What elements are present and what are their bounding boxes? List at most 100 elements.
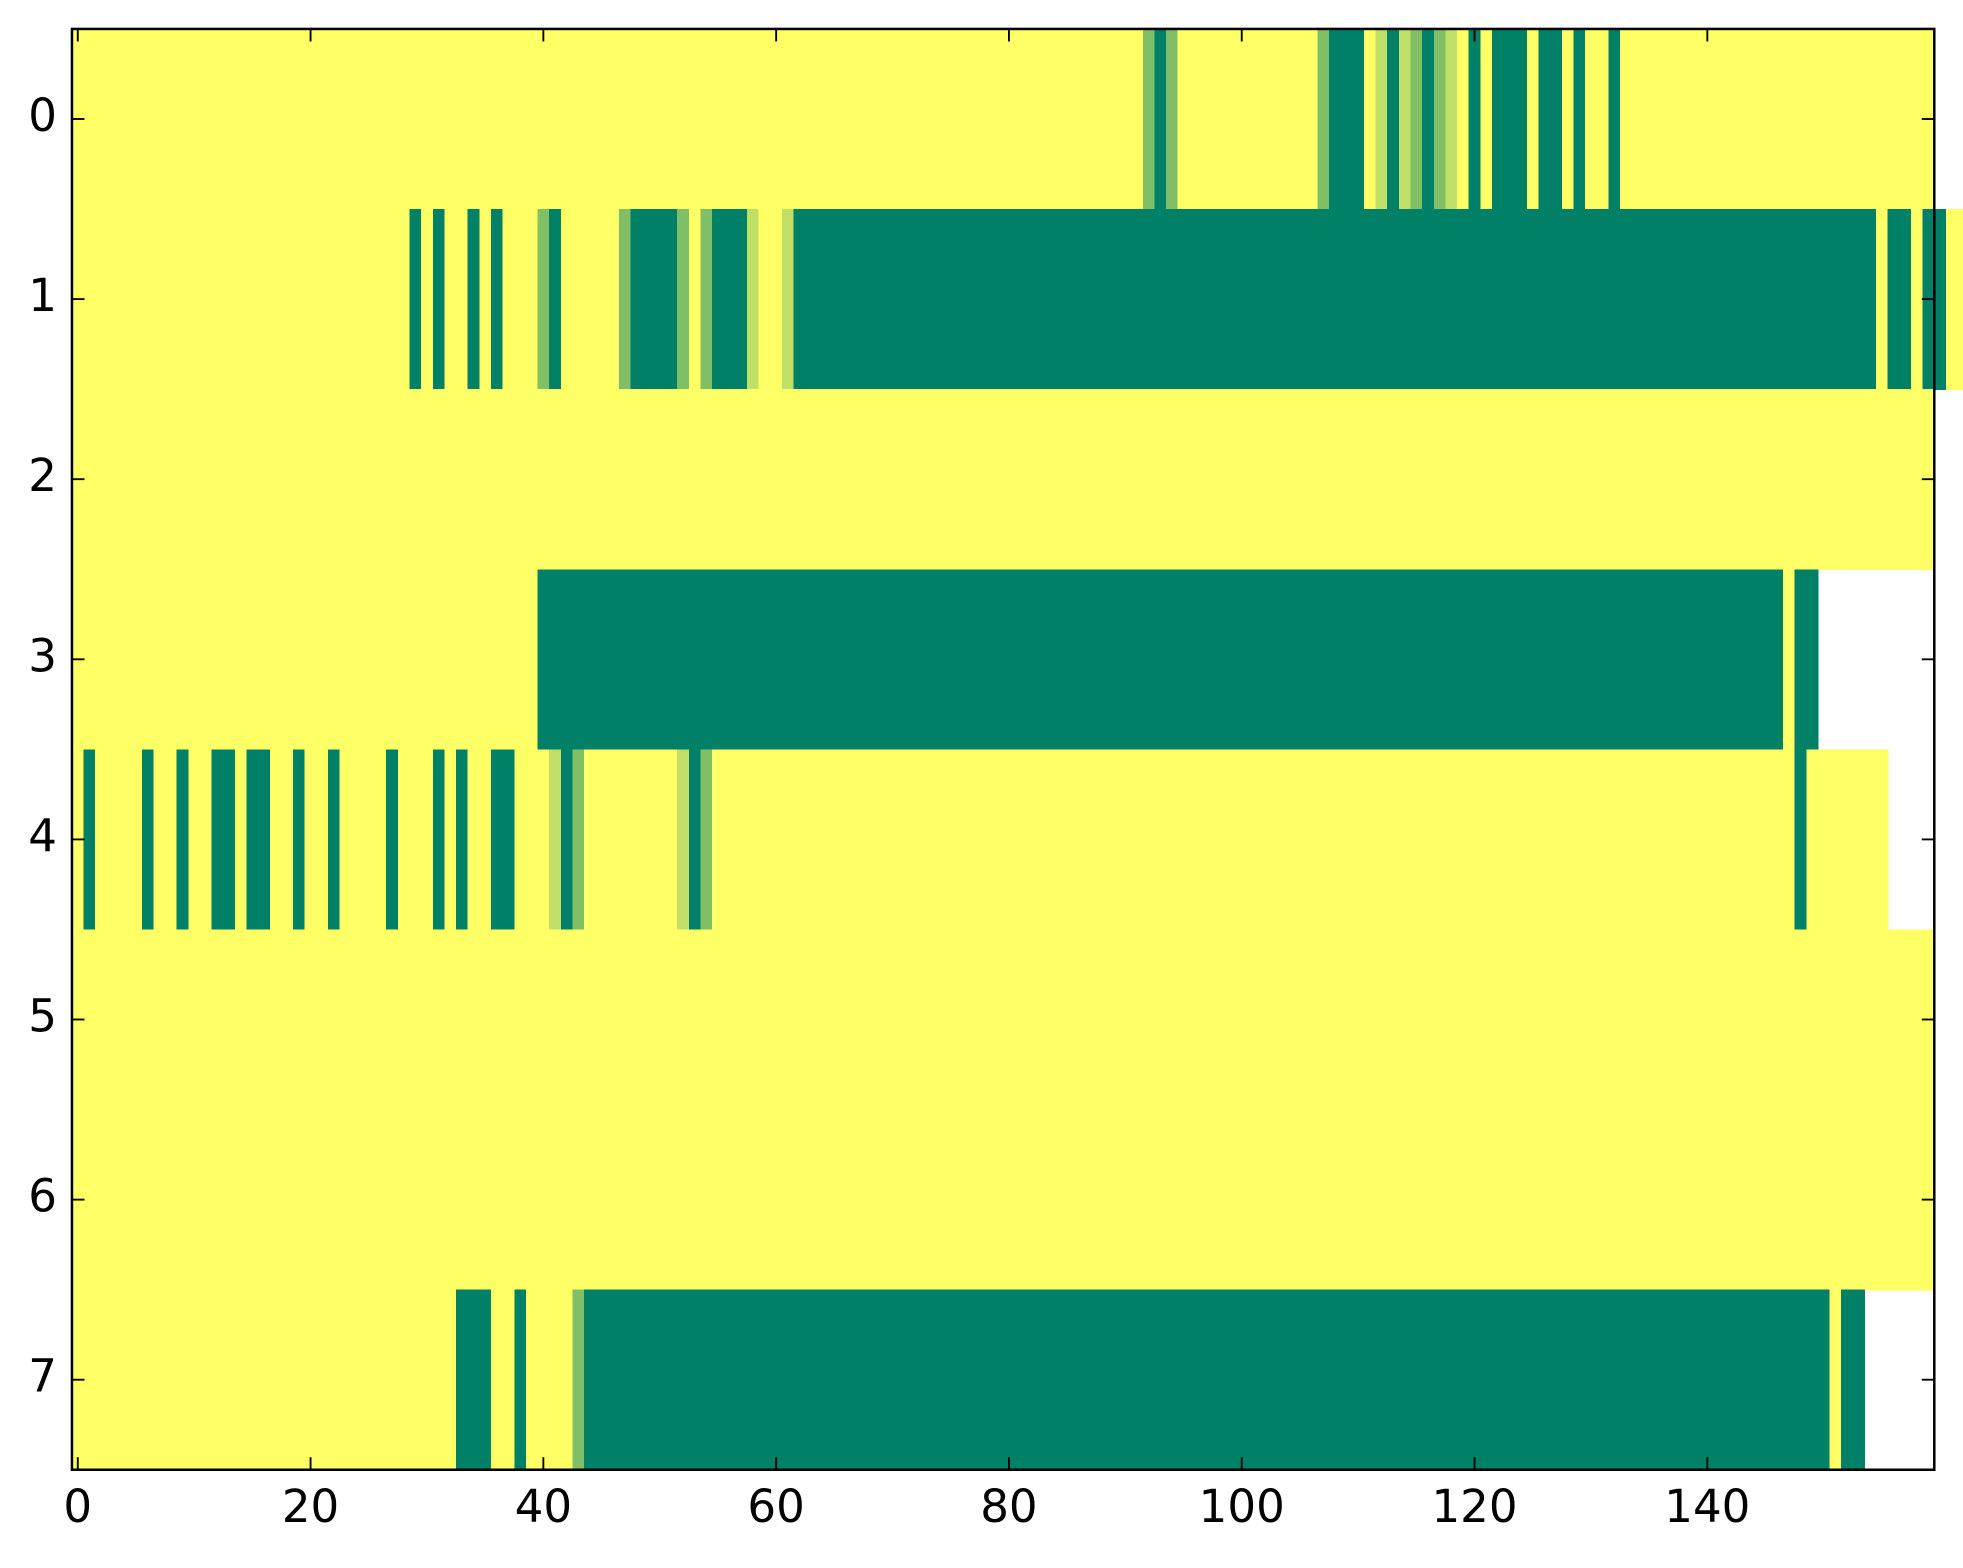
cell: [1689, 749, 1703, 931]
cell: [781, 209, 795, 390]
cell: [700, 1289, 713, 1471]
cell: [1911, 929, 1924, 1111]
cell: [770, 209, 783, 390]
cell: [1643, 1109, 1656, 1291]
cell: [1026, 28, 1039, 210]
cell: [805, 209, 818, 390]
cell: [1666, 28, 1679, 210]
cell: [246, 28, 259, 210]
cell: [1259, 1109, 1272, 1291]
cell: [665, 569, 678, 751]
cell: [677, 1109, 690, 1291]
cell: [840, 389, 853, 571]
cell: [1119, 749, 1132, 931]
cell: [490, 1289, 504, 1471]
cell: [1410, 1289, 1423, 1471]
cell: [1538, 929, 1551, 1111]
cell: [1526, 749, 1540, 931]
cell: [339, 749, 353, 931]
cell: [665, 749, 678, 931]
cell: [1294, 749, 1307, 931]
cell: [1212, 389, 1226, 571]
cell: [968, 929, 981, 1111]
cell: [1620, 28, 1633, 210]
cell: [479, 1289, 492, 1471]
cell: [1911, 28, 1924, 210]
cell: [106, 209, 120, 390]
cell: [1084, 209, 1097, 390]
cell: [1247, 929, 1260, 1111]
cell: [1061, 389, 1074, 571]
cell: [863, 1289, 876, 1471]
cell: [1759, 569, 1773, 751]
cell: [351, 389, 364, 571]
cell: [502, 389, 516, 571]
cell: [1503, 209, 1517, 390]
cell: [677, 1289, 690, 1471]
cell: [421, 209, 434, 390]
y-tick-label: 5: [28, 990, 57, 1043]
cell: [1852, 749, 1866, 931]
cell: [1771, 749, 1784, 931]
cell: [339, 929, 353, 1111]
cell: [1759, 28, 1773, 210]
cell: [886, 1109, 900, 1291]
cell: [479, 929, 492, 1111]
cell: [1503, 929, 1517, 1111]
cell: [735, 569, 748, 751]
cell: [1841, 929, 1854, 1111]
cell: [1573, 209, 1586, 390]
cell: [525, 569, 539, 751]
cell: [933, 28, 946, 210]
cell: [1911, 1109, 1924, 1291]
cell: [397, 569, 411, 751]
cell: [1852, 209, 1866, 390]
cell: [1142, 929, 1156, 1111]
cell: [444, 569, 457, 751]
cell: [502, 1109, 516, 1291]
cell: [828, 389, 841, 571]
cell: [747, 389, 760, 571]
cell: [723, 28, 737, 210]
cell: [351, 1289, 364, 1471]
cell: [956, 569, 969, 751]
cell: [1003, 569, 1016, 751]
cell: [316, 1109, 329, 1291]
cell: [537, 389, 550, 571]
cell: [211, 569, 225, 751]
cell: [549, 389, 562, 571]
cell: [1177, 929, 1191, 1111]
cell: [677, 209, 690, 390]
cell: [1014, 1109, 1028, 1291]
cell: [1550, 28, 1563, 210]
cell: [1142, 389, 1156, 571]
cell: [1596, 929, 1610, 1111]
cell: [1224, 929, 1237, 1111]
cell: [653, 749, 667, 931]
cell: [362, 28, 376, 210]
cell: [1177, 1109, 1191, 1291]
cell: [1154, 929, 1167, 1111]
cell: [1759, 1109, 1773, 1291]
cell: [1003, 389, 1016, 571]
cell: [933, 389, 946, 571]
cell: [1014, 749, 1028, 931]
cell: [1701, 569, 1714, 751]
cell: [758, 209, 772, 390]
y-tick-label: 6: [28, 1170, 57, 1223]
cell: [1247, 749, 1260, 931]
x-tick-label: 80: [980, 1480, 1037, 1533]
cell: [467, 929, 481, 1111]
cell: [968, 569, 981, 751]
cell: [781, 1109, 795, 1291]
cell: [444, 209, 457, 390]
cell: [1654, 1289, 1668, 1471]
cell: [1375, 389, 1388, 571]
cell: [1340, 389, 1354, 571]
cell: [293, 929, 306, 1111]
cell: [1142, 749, 1156, 931]
cell: [1620, 1289, 1633, 1471]
cell: [1724, 929, 1738, 1111]
cell: [386, 209, 399, 390]
cell: [572, 569, 585, 751]
